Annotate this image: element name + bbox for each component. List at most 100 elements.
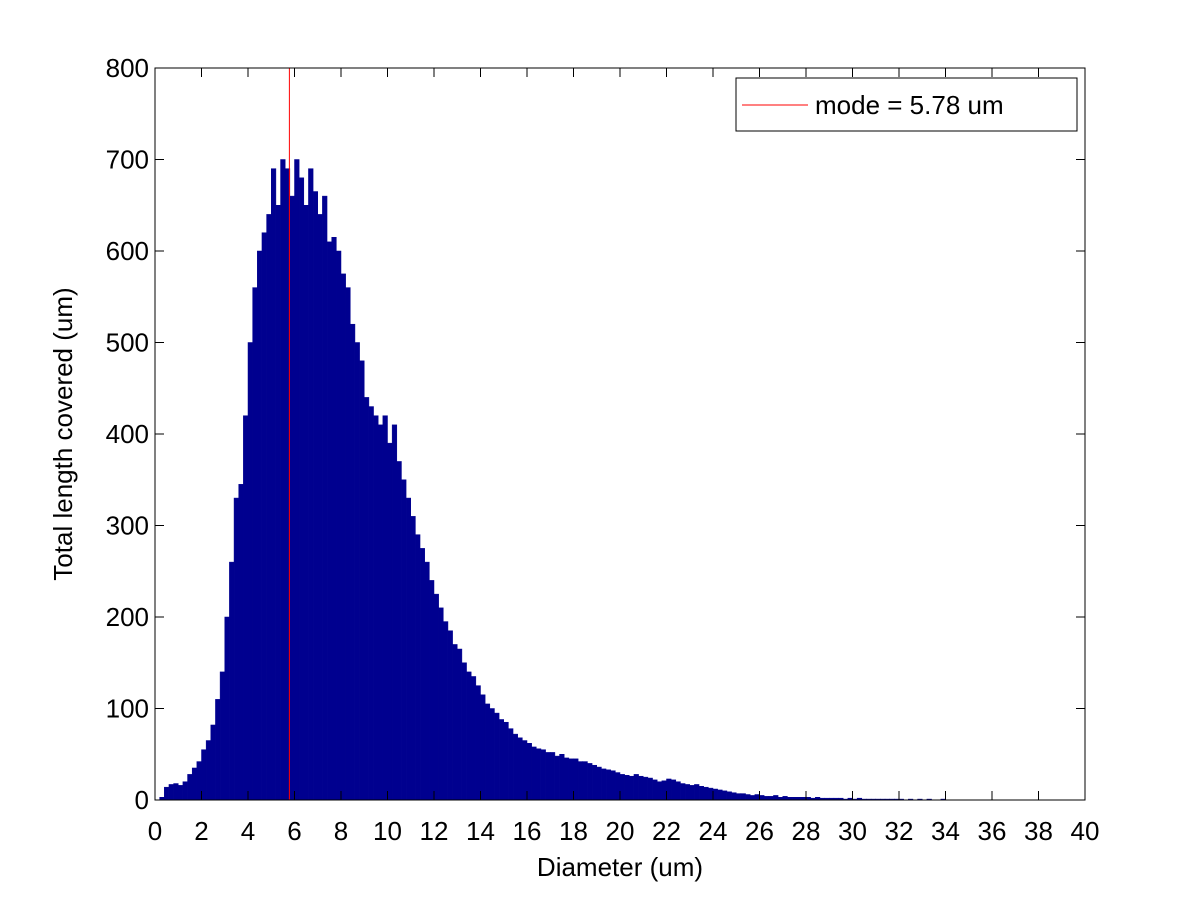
bar	[554, 755, 560, 801]
bar	[591, 764, 597, 801]
bar	[470, 676, 477, 801]
bar	[261, 232, 267, 801]
bar	[294, 159, 300, 801]
y-tick-label: 300	[106, 511, 149, 541]
bar	[340, 273, 346, 801]
bar	[661, 780, 667, 801]
bar	[322, 195, 328, 801]
bar	[224, 616, 230, 801]
bar	[201, 749, 207, 801]
x-tick-label: 2	[194, 816, 208, 846]
y-tick-label: 200	[106, 602, 149, 632]
bar	[573, 758, 579, 801]
bar	[726, 791, 732, 801]
bar	[377, 424, 384, 801]
bar	[257, 250, 263, 801]
legend-label: mode = 5.78 um	[815, 90, 1004, 120]
bar	[191, 767, 198, 801]
x-tick-label: 38	[1024, 816, 1053, 846]
x-tick-label: 30	[838, 816, 867, 846]
x-tick-label: 8	[334, 816, 348, 846]
bar	[615, 772, 621, 801]
bar	[605, 769, 611, 801]
x-tick-label: 32	[885, 816, 914, 846]
bar	[396, 461, 402, 801]
bar	[698, 786, 704, 801]
bar	[359, 360, 365, 801]
x-tick-label: 40	[1071, 816, 1100, 846]
bar	[638, 775, 644, 801]
x-tick-label: 24	[699, 816, 728, 846]
bar	[717, 789, 723, 801]
y-tick-label: 500	[106, 328, 149, 358]
y-tick-label: 400	[106, 419, 149, 449]
bar	[712, 788, 718, 801]
bar	[219, 671, 226, 801]
bar	[536, 748, 542, 801]
bar	[722, 790, 728, 801]
bar	[670, 779, 677, 801]
bar	[345, 287, 351, 801]
bar	[624, 775, 630, 801]
bar	[447, 630, 453, 801]
bar	[210, 724, 216, 801]
bar	[759, 795, 765, 801]
bar	[252, 287, 258, 801]
bar	[205, 740, 212, 801]
bar	[563, 757, 570, 801]
bar	[387, 442, 393, 801]
x-tick-label: 34	[931, 816, 960, 846]
bar	[271, 168, 277, 801]
x-tick-label: 10	[373, 816, 402, 846]
bar	[182, 781, 188, 801]
y-tick-label: 800	[106, 53, 149, 83]
bar	[238, 484, 244, 801]
bar	[298, 177, 305, 801]
bar	[587, 763, 593, 801]
bar	[354, 342, 360, 801]
bar	[289, 195, 295, 801]
bar	[596, 766, 602, 801]
bar	[508, 728, 514, 801]
bar	[429, 580, 435, 801]
bar	[331, 237, 337, 801]
bar	[531, 746, 537, 801]
bar	[178, 785, 184, 801]
bar	[424, 561, 430, 801]
bar	[708, 787, 714, 801]
bar	[526, 743, 532, 801]
bar	[443, 621, 449, 801]
x-tick-label: 6	[287, 816, 301, 846]
bar	[498, 719, 505, 801]
bar	[656, 781, 663, 801]
bar	[633, 774, 639, 801]
bar	[196, 761, 202, 801]
bar	[559, 754, 565, 801]
bar	[303, 205, 309, 801]
bar	[229, 561, 235, 801]
y-tick-label: 700	[106, 145, 149, 175]
bar	[438, 607, 444, 801]
bar	[475, 685, 481, 801]
y-axis-label: Total length covered (um)	[48, 287, 78, 580]
bar	[512, 733, 518, 801]
bar	[577, 761, 584, 801]
bar	[731, 792, 737, 801]
x-tick-label: 26	[745, 816, 774, 846]
bar	[391, 424, 398, 801]
bar	[680, 783, 686, 801]
bar	[768, 796, 774, 801]
bar	[382, 415, 388, 801]
bar	[763, 796, 770, 801]
bar	[545, 752, 551, 801]
bar	[517, 737, 523, 801]
bar	[410, 516, 416, 801]
bar	[652, 779, 658, 801]
x-tick-label: 12	[420, 816, 449, 846]
bar	[247, 342, 253, 801]
bar	[168, 784, 174, 801]
bar	[740, 793, 746, 801]
bar	[266, 214, 272, 801]
bar	[489, 708, 495, 801]
